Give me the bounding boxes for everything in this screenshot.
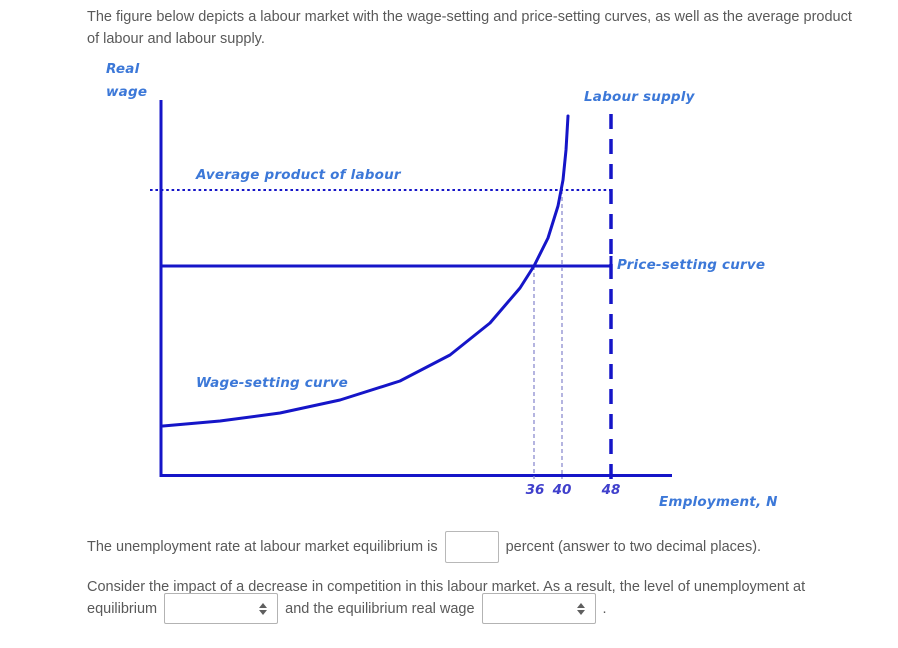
y-axis-label-line-1: Real [106,61,140,77]
question-1-row: The unemployment rate at labour market e… [87,531,761,563]
x-tick-36: 36 [525,482,545,498]
real-wage-select-box [481,593,596,624]
q1-text-after: percent (answer to two decimal places). [505,539,762,555]
labour-supply-label: Labour supply [584,89,695,105]
q2-text-between: and the equilibrium real wage [285,600,475,617]
q2-text-after: . [602,600,607,617]
average-product-label: Average product of labour [196,167,401,183]
unemployment-rate-input[interactable] [444,531,499,563]
wage-setting-curve-line [161,114,570,428]
q1-text-before: The unemployment rate at labour market e… [87,539,438,555]
real-wage-select[interactable] [482,594,595,623]
wage-setting-label: Wage-setting curve [196,375,349,391]
x-axis-label: Employment, N [659,494,778,510]
unemployment-level-select[interactable] [165,594,278,623]
q2-line-1: Consider the impact of a decrease in com… [87,579,806,595]
y-axis-label-line-2: wage [106,84,148,100]
x-tick-40: 40 [552,482,572,498]
x-tick-48: 48 [601,482,621,498]
question-2-row: equilibrium and the equilibrium real wag… [87,593,607,624]
intro-line-2: of labour and labour supply. [87,31,265,47]
unemployment-level-select-box [164,593,279,624]
q2-text-before-select1: equilibrium [87,600,158,617]
price-setting-label: Price-setting curve [617,257,766,273]
intro-line-1: The figure below depicts a labour market… [87,9,852,25]
